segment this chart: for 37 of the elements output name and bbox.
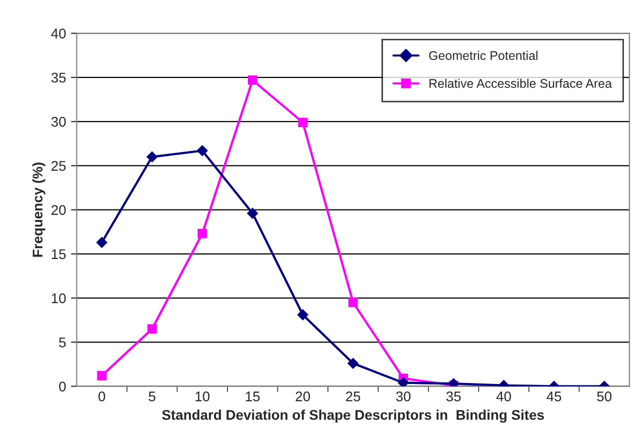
x-tick-label: 5 [148,392,156,402]
y-tick-label: 10 [52,293,66,304]
x-tick-label: 0 [98,392,106,402]
point [348,358,358,369]
point [196,145,208,156]
y-tick-label: 20 [52,205,66,215]
point [348,298,358,308]
y-tick-label: 25 [52,161,66,171]
x-tick-label: 50 [597,392,612,402]
point [198,228,207,238]
x-tick-label: 30 [396,392,410,402]
x-tick-label: 45 [546,392,562,402]
point [97,371,106,380]
point [147,324,157,334]
point [247,208,258,219]
point [298,118,308,128]
x-tick-label: 35 [446,392,461,402]
legend-label: Relative Accessible Surface Area [430,78,612,88]
x-tick-label: 15 [246,392,260,402]
y-axis-title: Frequency (%) [32,162,46,257]
point [297,309,308,320]
legend-label: Geometric Potential [429,50,538,60]
x-tick-label: 20 [296,392,310,402]
point [146,151,158,162]
y-tick-label: 15 [52,249,66,260]
x-axis-title: Standard Deviation of Shape Descriptors in Binding Sites [162,410,544,423]
y-tick-label: 35 [51,72,66,83]
x-tick-label: 25 [346,392,360,402]
y-tick-label: 5 [59,338,66,348]
y-tick-label: 30 [51,116,66,127]
x-tick-label: 40 [496,392,511,402]
point [398,377,409,386]
y-tick-label: 0 [59,382,66,392]
x-tick-label: 10 [196,392,210,402]
point [96,237,108,248]
point [248,75,258,85]
y-tick-label: 40 [51,28,66,38]
